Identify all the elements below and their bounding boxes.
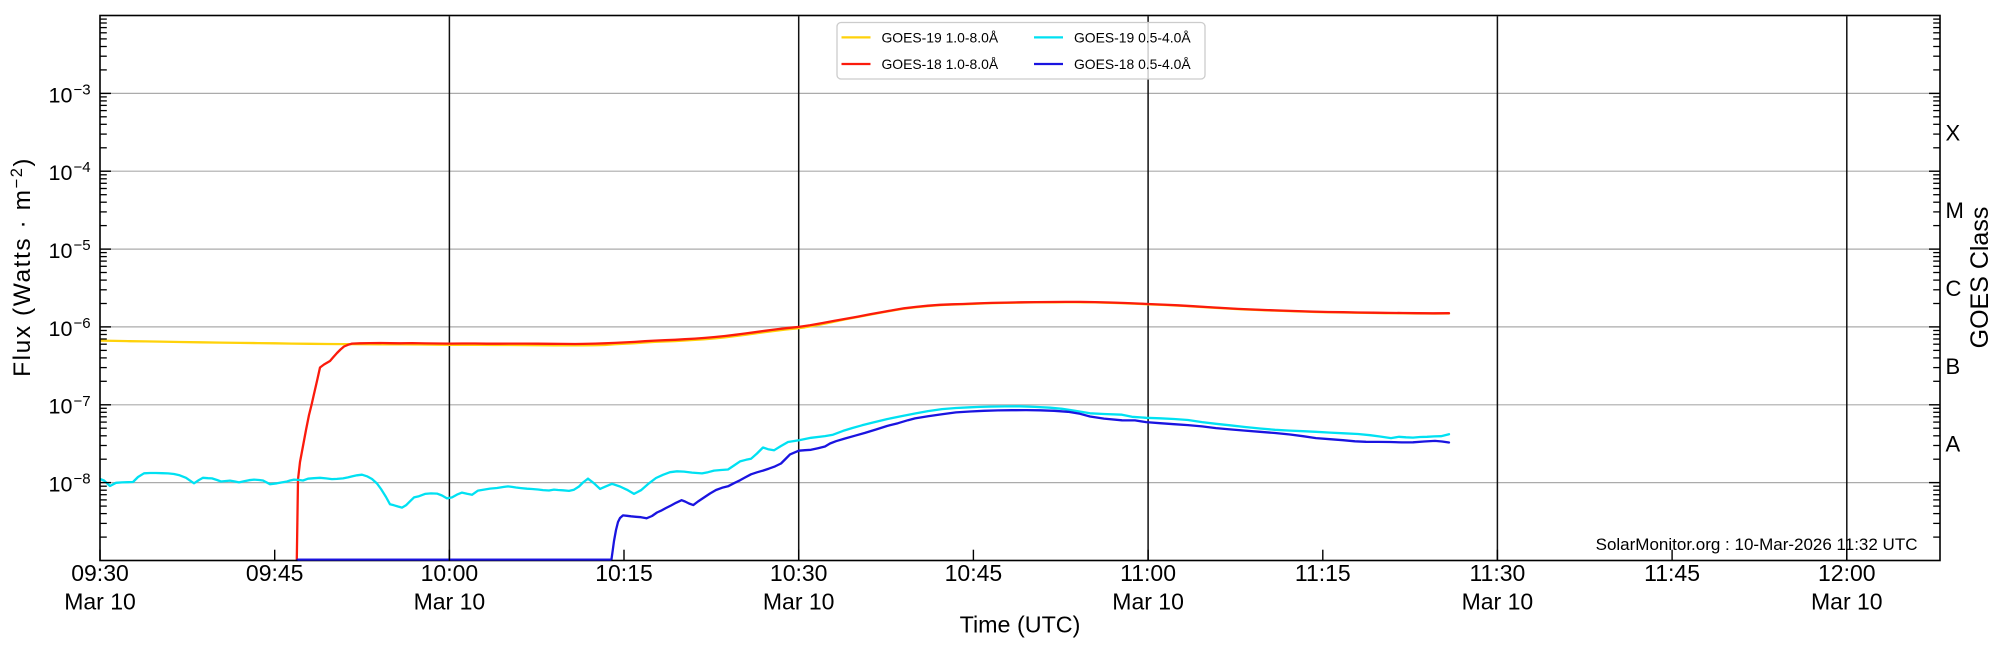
svg-text:Mar 10: Mar 10	[1462, 589, 1534, 615]
svg-text:GOES-19 0.5-4.0Å: GOES-19 0.5-4.0Å	[1074, 29, 1191, 45]
svg-text:12:00: 12:00	[1818, 560, 1876, 586]
svg-text:10: 10	[49, 395, 73, 419]
svg-text:M: M	[1946, 198, 1964, 223]
svg-text:Mar 10: Mar 10	[414, 589, 486, 615]
svg-text:Mar 10: Mar 10	[1811, 589, 1883, 615]
svg-text:GOES-18 0.5-4.0Å: GOES-18 0.5-4.0Å	[1074, 56, 1191, 72]
svg-text:10:30: 10:30	[770, 560, 828, 586]
svg-text:10: 10	[49, 239, 73, 263]
svg-text:−6: −6	[74, 315, 91, 332]
svg-text:11:15: 11:15	[1295, 560, 1351, 586]
svg-text:−7: −7	[74, 393, 91, 410]
svg-text:10: 10	[49, 317, 73, 341]
svg-text:09:30: 09:30	[71, 560, 129, 586]
svg-text:10: 10	[49, 161, 73, 185]
svg-text:Mar 10: Mar 10	[1112, 589, 1184, 615]
svg-text:09:45: 09:45	[246, 560, 304, 586]
svg-text:10: 10	[49, 83, 73, 107]
svg-text:−5: −5	[74, 237, 91, 254]
svg-text:10:15: 10:15	[595, 560, 653, 586]
svg-text:C: C	[1946, 276, 1962, 301]
svg-text:Time (UTC): Time (UTC)	[960, 612, 1081, 638]
svg-text:11:30: 11:30	[1469, 560, 1525, 586]
svg-text:Mar 10: Mar 10	[64, 589, 136, 615]
svg-text:A: A	[1946, 432, 1961, 457]
svg-text:X: X	[1946, 120, 1961, 145]
svg-text:11:00: 11:00	[1120, 560, 1176, 586]
svg-text:Mar 10: Mar 10	[763, 589, 835, 615]
svg-text:−8: −8	[74, 471, 91, 488]
svg-text:Flux (Watts · m−2): Flux (Watts · m−2)	[8, 157, 36, 377]
svg-text:GOES Class: GOES Class	[1966, 207, 1994, 349]
svg-text:−4: −4	[74, 159, 91, 176]
svg-text:10:00: 10:00	[421, 560, 479, 586]
svg-text:11:45: 11:45	[1644, 560, 1700, 586]
svg-text:GOES-18 1.0-8.0Å: GOES-18 1.0-8.0Å	[882, 56, 999, 72]
svg-text:10: 10	[49, 473, 73, 497]
svg-text:−3: −3	[74, 81, 91, 98]
svg-text:GOES-19 1.0-8.0Å: GOES-19 1.0-8.0Å	[882, 29, 999, 45]
svg-text:SolarMonitor.org : 10-Mar-2026: SolarMonitor.org : 10-Mar-2026 11:32 UTC	[1596, 535, 1918, 554]
svg-text:10:45: 10:45	[945, 560, 1003, 586]
svg-text:B: B	[1946, 354, 1961, 379]
